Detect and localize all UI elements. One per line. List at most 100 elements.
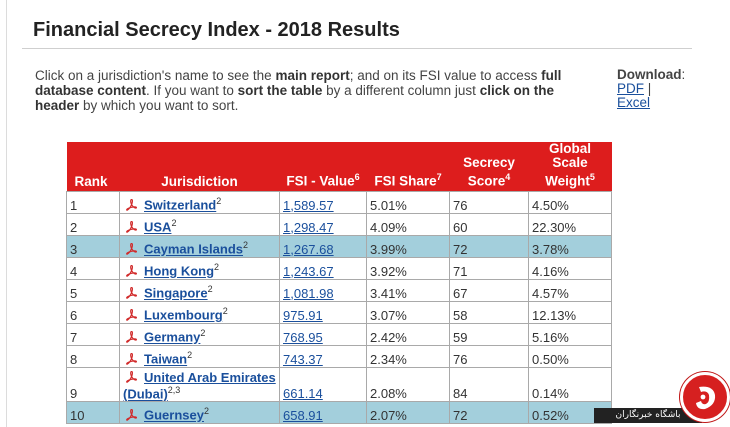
- page-title: Financial Secrecy Index - 2018 Results: [33, 19, 400, 41]
- jurisdiction-footnote: 2: [203, 406, 209, 417]
- pdf-icon[interactable]: [126, 408, 137, 421]
- fsi-value-link[interactable]: 975.91: [283, 307, 323, 323]
- global-scale-weight-cell: 0.50%: [528, 344, 612, 368]
- fsi-value-cell: 1,081.98: [279, 278, 367, 302]
- jurisdiction-footnote: 2: [171, 218, 177, 229]
- jurisdiction-footnote: 2: [207, 284, 213, 295]
- intro-part: by which you want to sort.: [79, 98, 239, 113]
- fsi-share-cell: 4.09%: [366, 212, 450, 236]
- secrecy-score-cell: 72: [449, 400, 529, 424]
- fsi-value-link[interactable]: 1,298.47: [283, 219, 334, 235]
- pdf-icon[interactable]: [126, 220, 137, 233]
- jurisdiction-link[interactable]: Cayman Islands: [144, 241, 243, 257]
- intro-bold: sort the table: [237, 83, 323, 98]
- header-rank-label: Rank: [74, 173, 108, 189]
- pdf-icon[interactable]: [126, 371, 137, 383]
- jurisdiction-link[interactable]: Taiwan: [144, 351, 188, 367]
- jurisdiction-footnote: 2: [222, 306, 228, 317]
- secrecy-score-cell: 59: [449, 322, 529, 346]
- pdf-icon[interactable]: [126, 330, 137, 343]
- header-fsi-share[interactable]: FSI Share7: [366, 142, 450, 191]
- global-scale-weight-cell: 3.78%: [528, 234, 612, 258]
- download-label: Download: [617, 67, 682, 82]
- download-box: Download: PDF | Excel: [617, 67, 686, 110]
- download-separator: |: [647, 81, 652, 96]
- rank-cell: 6: [66, 300, 120, 324]
- intro-text: Click on a jurisdiction's name to see th…: [35, 68, 595, 113]
- header-weight-label: Weight: [545, 173, 590, 189]
- header-fsi-value[interactable]: FSI - Value6: [279, 142, 367, 191]
- jurisdiction-link[interactable]: Singapore: [144, 285, 208, 301]
- secrecy-score-cell: 58: [449, 300, 529, 324]
- jurisdiction-cell: USA2: [119, 212, 280, 236]
- intro-part: by a different column just: [322, 83, 480, 98]
- fsi-value-link[interactable]: 658.91: [283, 407, 323, 423]
- jurisdiction-link[interactable]: Guernsey: [144, 407, 204, 423]
- header-scale-label: Scale: [552, 155, 588, 170]
- results-table-container: Rank Jurisdiction FSI - Value6 FSI Share…: [66, 141, 612, 424]
- header-jurisdiction[interactable]: Jurisdiction: [119, 142, 280, 191]
- jurisdiction-link[interactable]: Germany: [144, 329, 201, 345]
- header-secrecy-label: Secrecy: [463, 155, 515, 170]
- jurisdiction-link[interactable]: Switzerland: [144, 197, 217, 213]
- fsi-value-link[interactable]: 1,589.57: [283, 197, 334, 213]
- jurisdiction-link[interactable]: USA: [144, 219, 172, 235]
- jurisdiction-cell: United Arab Emirates (Dubai)2,3: [119, 366, 280, 402]
- fsi-value-cell: 658.91: [279, 400, 367, 424]
- jurisdiction-link[interactable]: United Arab Emirates (Dubai): [123, 370, 276, 401]
- header-secrecy-score[interactable]: Secrecy Score4: [449, 142, 529, 191]
- fsi-value-link[interactable]: 768.95: [283, 329, 323, 345]
- secrecy-score-cell: 67: [449, 278, 529, 302]
- fsi-value-cell: 768.95: [279, 322, 367, 346]
- title-divider: [22, 48, 692, 49]
- pdf-icon[interactable]: [126, 264, 137, 277]
- fsi-share-cell: 5.01%: [366, 190, 450, 214]
- jurisdiction-footnote: 2,3: [167, 385, 181, 396]
- page-left-border: [6, 0, 7, 427]
- header-global-scale-weight[interactable]: Global Scale Weight5: [528, 141, 612, 191]
- header-footnote: 6: [354, 172, 360, 182]
- pdf-icon[interactable]: [126, 308, 137, 321]
- table-row: 4 Hong Kong2 1,243.67 3.92% 71 4.16%: [66, 256, 612, 280]
- jurisdiction-link[interactable]: Hong Kong: [144, 263, 215, 279]
- pdf-icon[interactable]: [126, 286, 137, 299]
- table-row: 8 Taiwan2 743.37 2.34% 76 0.50%: [66, 344, 612, 368]
- jurisdiction-cell: Taiwan2: [119, 344, 280, 368]
- intro-bold: full database content: [35, 68, 562, 98]
- fsi-value-link[interactable]: 661.14: [283, 385, 323, 401]
- fsi-share-cell: 2.34%: [366, 344, 450, 368]
- header-global-label: Global: [548, 141, 591, 156]
- rank-cell: 3: [66, 234, 120, 258]
- fsi-value-cell: 1,298.47: [279, 212, 367, 236]
- jurisdiction-cell: Hong Kong2: [119, 256, 280, 280]
- fsi-value-link[interactable]: 1,081.98: [283, 285, 334, 301]
- fsi-value-link[interactable]: 743.37: [283, 351, 323, 367]
- rank-cell: 7: [66, 322, 120, 346]
- jurisdiction-footnote: 2: [214, 262, 220, 273]
- fsi-share-cell: 2.08%: [366, 366, 450, 402]
- global-scale-weight-cell: 0.14%: [528, 366, 612, 402]
- header-fsi-value-label: FSI - Value: [286, 173, 355, 189]
- rank-cell: 8: [66, 344, 120, 368]
- intro-bold: click on the header: [35, 83, 554, 113]
- pdf-icon[interactable]: [126, 352, 137, 365]
- fsi-value-link[interactable]: 1,243.67: [283, 263, 334, 279]
- pdf-icon[interactable]: [126, 242, 137, 255]
- watermark-logo-icon: [680, 372, 730, 422]
- header-rank[interactable]: Rank: [66, 142, 120, 191]
- jurisdiction-cell: Luxembourg2: [119, 300, 280, 324]
- header-score-label: Score: [467, 173, 506, 189]
- download-pdf-link[interactable]: PDF: [617, 81, 644, 96]
- table-row: 1 Switzerland2 1,589.57 5.01% 76 4.50%: [66, 190, 612, 214]
- jurisdiction-cell: Germany2: [119, 322, 280, 346]
- fsi-value-cell: 1,267.68: [279, 234, 367, 258]
- header-footnote: 5: [589, 172, 595, 182]
- fsi-value-cell: 975.91: [279, 300, 367, 324]
- pdf-icon[interactable]: [126, 198, 137, 211]
- table-row: 5 Singapore2 1,081.98 3.41% 67 4.57%: [66, 278, 612, 302]
- fsi-value-cell: 1,243.67: [279, 256, 367, 280]
- table-row: 3 Cayman Islands2 1,267.68 3.99% 72 3.78%: [66, 234, 612, 258]
- jurisdiction-link[interactable]: Luxembourg: [144, 307, 223, 323]
- download-excel-link[interactable]: Excel: [617, 95, 651, 110]
- fsi-value-link[interactable]: 1,267.68: [283, 241, 334, 257]
